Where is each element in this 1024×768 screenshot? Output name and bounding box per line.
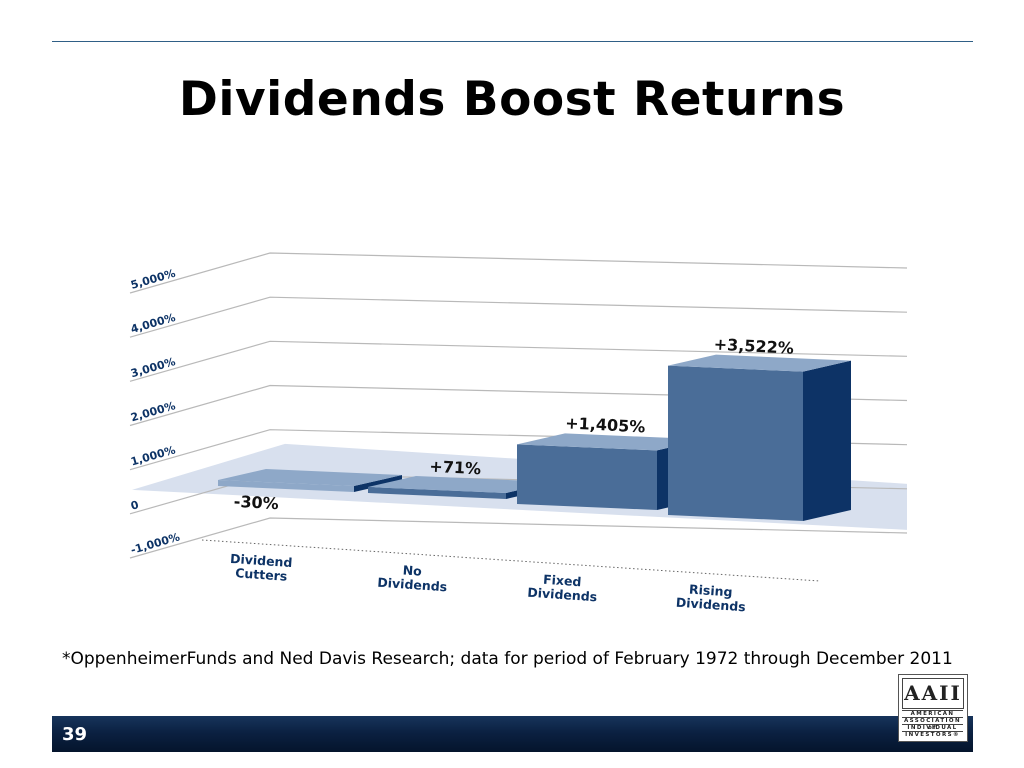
category-axis-line [201, 539, 821, 582]
bar [517, 444, 657, 510]
y-tick-label: -1,000% [129, 530, 181, 556]
bar [218, 480, 354, 492]
category-label: Dividends [527, 585, 598, 605]
footer-bar: 39 [52, 716, 973, 752]
category-label: Cutters [235, 565, 288, 584]
bar [368, 487, 506, 499]
bar-value-label: -30% [233, 492, 279, 513]
bar-side [803, 360, 851, 521]
gridline [129, 296, 908, 338]
gridline [129, 252, 908, 294]
y-tick-label: 5,000% [129, 267, 177, 292]
logo-mark: AAII [902, 678, 964, 709]
bar-value-label: +3,522% [713, 335, 794, 358]
gridline [129, 340, 908, 382]
bar-chart: -1,000% 0 1,000% 2,000% 3,000% 4,000% 5,000% -3… [129, 252, 908, 615]
y-tick-label: 1,000% [129, 443, 177, 468]
top-rule [52, 41, 973, 42]
bar-top [668, 354, 851, 372]
category-label: No [402, 562, 422, 578]
slide-title: Dividends Boost Returns [178, 72, 846, 127]
y-tick-label: 2,000% [129, 399, 177, 424]
bar-top [517, 433, 705, 451]
page-number: 39 [62, 724, 88, 745]
y-tick-label: 0 [129, 498, 140, 513]
bar-value-label: +71% [429, 457, 482, 479]
gridline [129, 517, 908, 559]
bar-top [368, 476, 554, 493]
logo-text-line: ASSOCIATION of [902, 717, 963, 731]
logo-text-line: AMERICAN [902, 710, 963, 718]
y-tick-label: 3,000% [129, 355, 177, 380]
logo-text-line: INDIVIDUAL [902, 724, 963, 732]
bar [668, 365, 803, 521]
category-label: Fixed [543, 572, 582, 590]
y-tick-label: 4,000% [129, 311, 177, 336]
category-label: Dividends [377, 575, 448, 595]
category-label: Dividend [230, 551, 293, 570]
aaii-logo: AAII AMERICAN ASSOCIATION of INDIVIDUAL … [898, 674, 968, 742]
logo-text-line: INVESTORS® [902, 731, 963, 739]
bar-top [218, 469, 402, 486]
source-footnote: *OppenheimerFunds and Ned Davis Research… [62, 649, 953, 669]
bar-side [354, 475, 402, 492]
category-label: Dividends [675, 595, 746, 615]
category-label: Rising [689, 582, 733, 600]
bar-value-label: +1,405% [565, 413, 646, 436]
